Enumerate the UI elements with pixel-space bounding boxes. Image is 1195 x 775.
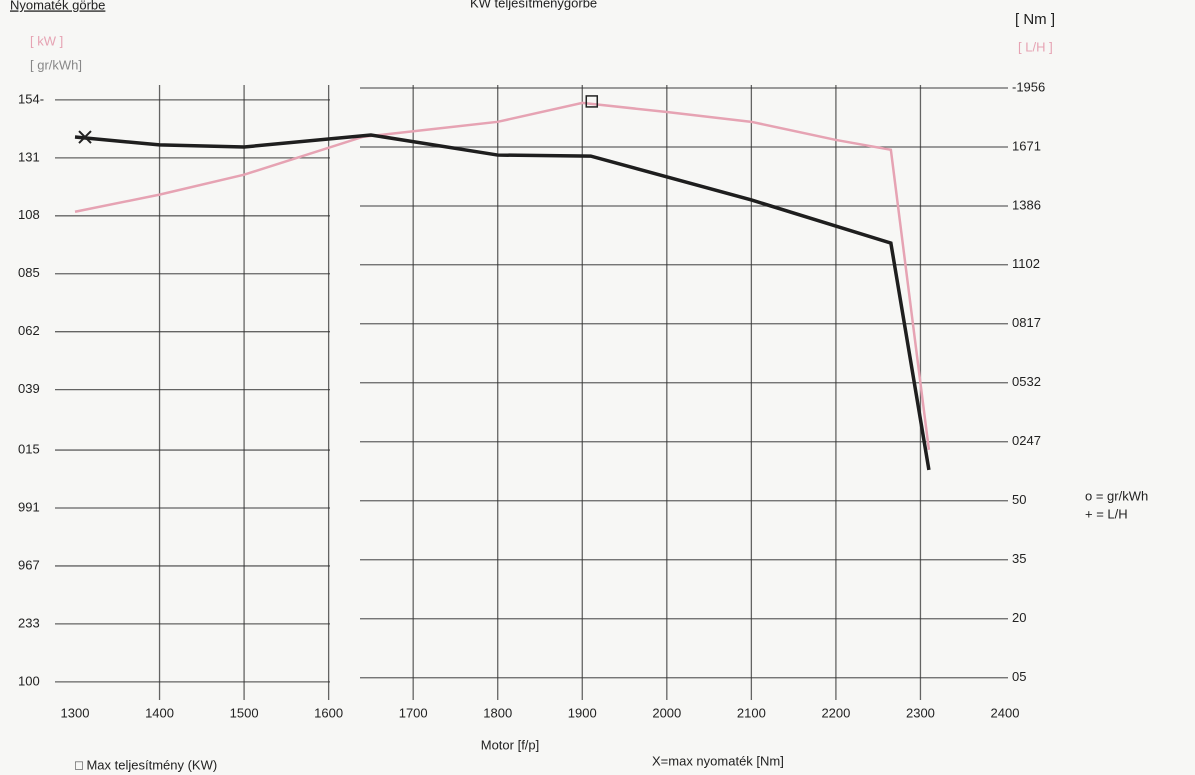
y-tick-label: 131: [18, 149, 40, 164]
x-tick-label: 2200: [821, 705, 850, 720]
y2-tick-label: 20: [1012, 610, 1026, 625]
y2-tick-label: 0532: [1012, 374, 1041, 389]
y-tick-label: 967: [18, 557, 40, 572]
y2-tick-label: 1671: [1012, 138, 1041, 153]
x-tick-label: 2300: [906, 705, 935, 720]
x-axis-label: Motor [f/p]: [481, 737, 540, 752]
y-tick-label: 154-: [18, 91, 44, 106]
x-tick-label: 2100: [737, 705, 766, 720]
x-tick-label: 1900: [568, 705, 597, 720]
y-tick-label: 039: [18, 381, 40, 396]
x-tick-label: 1400: [145, 705, 174, 720]
left-unit: [ kW ]: [30, 33, 63, 48]
y2-tick-label: 0247: [1012, 433, 1041, 448]
side-legend: + = L/H: [1085, 506, 1128, 521]
y-tick-label: 085: [18, 265, 40, 280]
y-tick-label: 991: [18, 499, 40, 514]
y-tick-label: 100: [18, 673, 40, 688]
right-unit: [ Nm ]: [1015, 11, 1055, 28]
x-tick-label: 2400: [991, 705, 1020, 720]
y-tick-label: 108: [18, 207, 40, 222]
note: X=max nyomaték [Nm]: [652, 753, 784, 768]
x-tick-label: 2000: [652, 705, 681, 720]
max-power-marker: [585, 95, 599, 108]
max-torque-marker: [78, 130, 92, 144]
y2-tick-label: 0817: [1012, 315, 1041, 330]
note: □ Max teljesítmény (KW): [75, 757, 217, 772]
x-tick-label: 1600: [314, 705, 343, 720]
chart-title: KW teljesítménygörbe: [470, 0, 597, 10]
series-line: [74, 101, 931, 450]
y2-tick-label: 50: [1012, 492, 1026, 507]
side-legend: o = gr/kWh: [1085, 488, 1148, 503]
y2-tick-label: -1956: [1012, 79, 1045, 94]
y-tick-label: 233: [18, 615, 40, 630]
x-tick-label: 1500: [230, 705, 259, 720]
y-tick-label: 062: [18, 323, 40, 338]
y2-tick-label: 1102: [1012, 256, 1040, 271]
y2-tick-label: 1386: [1012, 197, 1041, 212]
y2-tick-label: 05: [1012, 669, 1026, 684]
subtitle: Nyomaték görbe: [10, 0, 105, 12]
series-line: [74, 133, 931, 471]
left-unit: [ gr/kWh]: [30, 57, 82, 72]
x-tick-label: 1700: [399, 705, 428, 720]
y-tick-label: 015: [18, 442, 40, 457]
y2-tick-label: 35: [1012, 551, 1026, 566]
x-tick-label: 1300: [61, 705, 90, 720]
right-unit: [ L/H ]: [1018, 39, 1053, 54]
x-tick-label: 1800: [483, 705, 512, 720]
